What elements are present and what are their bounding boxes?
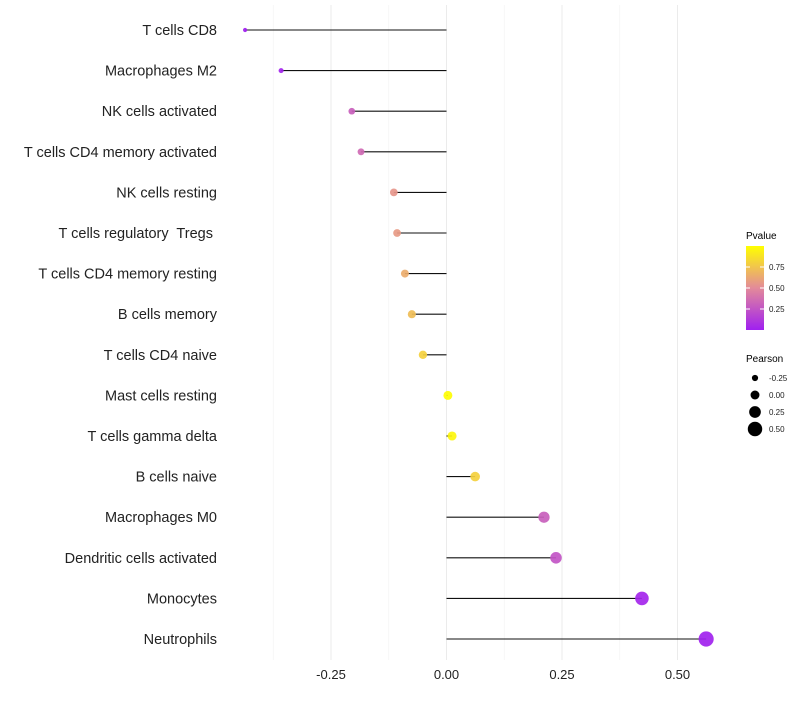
- y-tick-label: Mast cells resting: [105, 388, 217, 404]
- pvalue-colorbar: [746, 246, 764, 330]
- y-tick-label: Monocytes: [147, 591, 217, 607]
- y-tick-label: NK cells resting: [116, 185, 217, 201]
- y-axis-labels: T cells CD8 Macrophages M2 NK cells activa…: [24, 23, 218, 648]
- y-tick-label: Neutrophils: [144, 632, 217, 648]
- y-tick-label: T cells CD8: [142, 23, 217, 39]
- point: [357, 148, 365, 156]
- colorbar-tick-label: 0.50: [769, 284, 785, 293]
- point: [538, 511, 550, 523]
- point: [389, 188, 398, 197]
- size-legend-label: 0.25: [769, 408, 785, 417]
- y-tick-label: T cells CD4 memory activated: [24, 145, 217, 161]
- size-legend-dot: [750, 390, 760, 400]
- point: [635, 591, 649, 606]
- x-tick-label: 0.25: [549, 667, 574, 682]
- point: [407, 310, 416, 319]
- x-tick-label: 0.00: [434, 667, 459, 682]
- point: [348, 107, 356, 115]
- point: [278, 68, 284, 74]
- point: [470, 471, 480, 482]
- y-tick-label: T cells regulatory Tregs: [59, 226, 218, 242]
- point: [393, 229, 401, 237]
- y-tick-label: T cells CD4 naive: [104, 348, 217, 364]
- points: [242, 27, 714, 647]
- y-tick-label: Macrophages M2: [105, 64, 217, 80]
- point: [698, 631, 714, 647]
- y-tick-label: NK cells activated: [102, 104, 217, 120]
- point: [242, 27, 248, 33]
- size-legend-dot: [751, 374, 759, 382]
- y-tick-label: T cells CD4 memory resting: [38, 267, 217, 283]
- x-axis-labels: -0.25 0.00 0.25 0.50: [316, 667, 690, 682]
- gridlines: [272, 5, 678, 660]
- pearson-legend-title: Pearson: [746, 354, 783, 365]
- x-tick-label: 0.50: [665, 667, 690, 682]
- colorbar-tick-label: 0.25: [769, 305, 785, 314]
- point: [447, 431, 457, 441]
- size-legend-dot: [747, 421, 763, 437]
- stems: [245, 29, 707, 640]
- pearson-legend: Pearson -0.25 0.00 0.25 0.50: [746, 354, 788, 437]
- size-legend-dot: [749, 406, 761, 418]
- colorbar-tick-label: 0.75: [769, 263, 785, 272]
- y-tick-label: Dendritic cells activated: [65, 551, 217, 567]
- pvalue-legend: Pvalue 0.25 0.50 0.75: [746, 231, 785, 330]
- y-tick-label: Macrophages M0: [105, 510, 217, 526]
- point: [443, 390, 453, 400]
- y-tick-label: B cells naive: [136, 470, 217, 486]
- point: [400, 269, 409, 278]
- size-legend-label: 0.50: [769, 425, 785, 434]
- point: [418, 350, 428, 359]
- y-tick-label: T cells gamma delta: [88, 429, 218, 445]
- size-legend-label: 0.00: [769, 391, 785, 400]
- y-tick-label: B cells memory: [118, 307, 218, 323]
- x-tick-label: -0.25: [316, 667, 346, 682]
- size-legend-label: -0.25: [769, 374, 788, 383]
- pvalue-legend-title: Pvalue: [746, 231, 777, 242]
- point: [550, 552, 562, 564]
